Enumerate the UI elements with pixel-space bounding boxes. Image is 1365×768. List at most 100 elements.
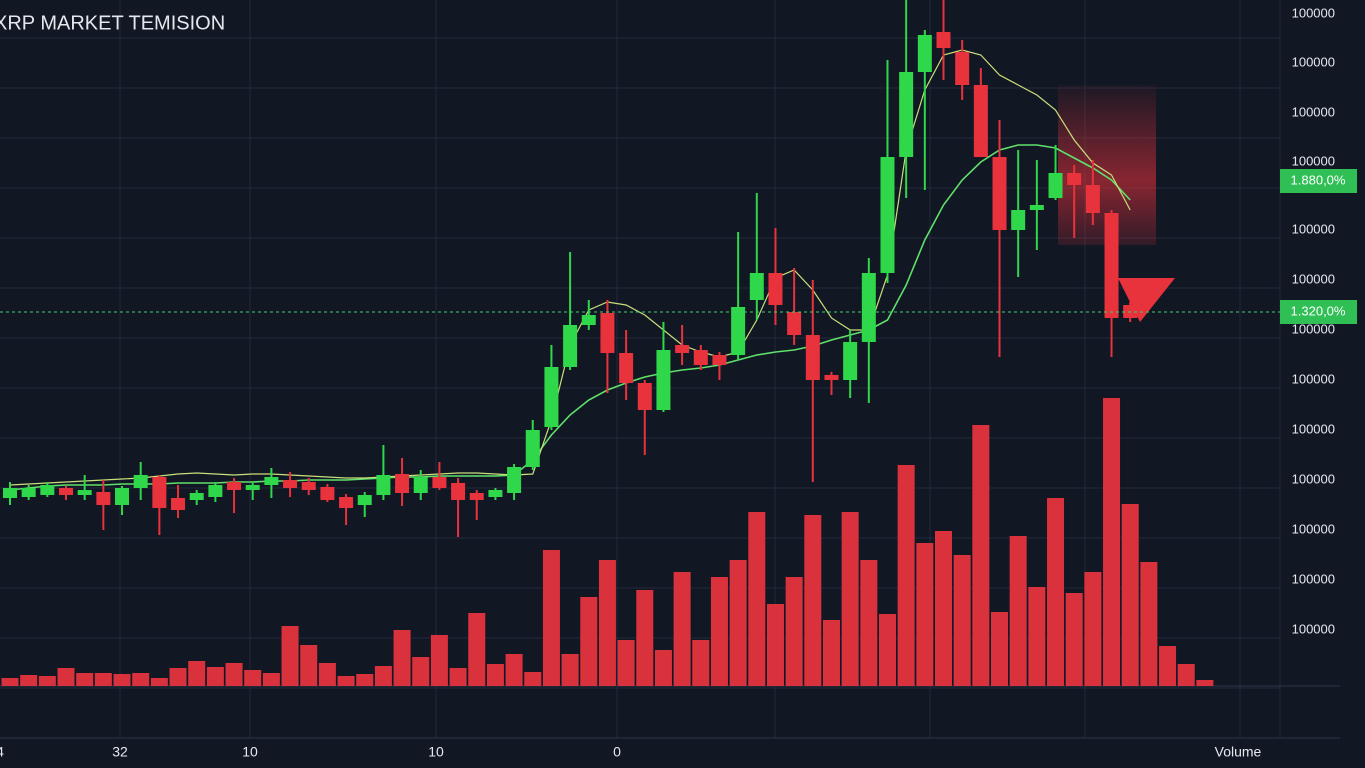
- chart-title: XRP MARKET TEMISION: [0, 12, 225, 34]
- volume-bar: [412, 657, 430, 686]
- candle-body: [96, 492, 111, 505]
- volume-bar: [785, 577, 803, 686]
- candle-body: [451, 483, 466, 500]
- candle-body: [656, 350, 671, 410]
- volume-bar: [1177, 664, 1195, 686]
- candle-body: [1067, 173, 1082, 185]
- volume-bar: [318, 663, 336, 686]
- price-label: 100000: [1292, 54, 1335, 69]
- candle-body: [245, 485, 260, 490]
- candle-body: [40, 485, 55, 495]
- candle-body: [413, 477, 428, 493]
- volume-bar: [1196, 680, 1214, 686]
- volume-bar: [580, 597, 598, 686]
- candle-body: [712, 355, 727, 365]
- candle-body: [861, 273, 876, 342]
- volume-bar: [710, 577, 728, 686]
- candle-body: [189, 493, 204, 500]
- axis: 100000 100000 100000 100000 100000 100000 1000…: [0, 5, 1357, 760]
- volume-bar: [935, 531, 952, 686]
- x-label: 0: [613, 744, 621, 760]
- volume-bar: [1009, 536, 1027, 686]
- candle-body: [152, 477, 167, 508]
- volume-bar: [20, 675, 38, 686]
- candle-body: [525, 430, 540, 467]
- volume-bar: [692, 640, 710, 686]
- candle-body: [1029, 205, 1044, 210]
- volume-bar: [673, 572, 691, 686]
- candle-body: [731, 307, 746, 355]
- volume-bar: [206, 667, 224, 686]
- volume-bar: [57, 668, 75, 686]
- candle-body: [563, 325, 578, 367]
- x-label: 10: [242, 744, 258, 760]
- volume-bar: [1121, 504, 1139, 686]
- candle-body: [899, 72, 914, 157]
- candle-body: [581, 315, 596, 325]
- candle-body: [880, 157, 895, 273]
- price-label: 100000: [1292, 271, 1335, 286]
- volume-bar: [1, 678, 19, 686]
- candle-body: [469, 493, 484, 500]
- price-badge-label: 1.320,0%: [1291, 303, 1346, 318]
- x-label: 4: [0, 744, 4, 760]
- candle-body: [227, 482, 242, 490]
- candle-body: [264, 477, 279, 485]
- volume-bar: [766, 604, 784, 686]
- candle-body: [787, 312, 802, 335]
- volume-bar: [244, 670, 262, 686]
- volume-bar: [1140, 562, 1158, 686]
- volume-bar: [524, 672, 542, 686]
- volume-bar: [841, 512, 859, 686]
- plot: [1, 0, 1214, 686]
- volume-bar: [1047, 498, 1065, 686]
- candle-body: [749, 273, 764, 300]
- volume-bar: [897, 465, 915, 686]
- price-label: 100000: [1292, 153, 1335, 168]
- price-label: 100000: [1292, 621, 1335, 636]
- volume-bar: [953, 555, 971, 686]
- volume-bar: [542, 550, 560, 686]
- candle-body: [693, 350, 708, 365]
- candle-body: [171, 498, 186, 510]
- price-label: 100000: [1292, 5, 1335, 20]
- down-arrow: [1118, 278, 1175, 322]
- volume-bar: [991, 612, 1009, 686]
- volume-bar: [150, 678, 168, 686]
- candle-body: [59, 488, 74, 495]
- candle-body: [208, 485, 223, 497]
- price-badge: [1280, 300, 1357, 324]
- volume-bar: [356, 674, 374, 686]
- candle-body: [768, 273, 783, 305]
- candle-body: [973, 85, 988, 157]
- candle-body: [339, 497, 354, 508]
- candle-body: [1085, 185, 1100, 213]
- volume-bar: [598, 560, 616, 686]
- candle-body: [619, 353, 634, 383]
- candle-body: [955, 52, 970, 85]
- candle-body: [1048, 173, 1063, 198]
- volume-bar: [916, 543, 934, 686]
- moving-average: [9, 144, 1131, 491]
- candle-body: [432, 477, 447, 488]
- candle-body: [115, 488, 130, 505]
- volume-bar: [449, 668, 467, 686]
- volume-bar: [729, 560, 747, 686]
- price-label: 100000: [1292, 471, 1335, 486]
- volume-bar: [430, 635, 448, 686]
- candle-body: [3, 488, 17, 498]
- candle-body: [376, 475, 391, 495]
- candle-body: [824, 375, 839, 380]
- volume-bar: [748, 512, 766, 686]
- candle-body: [992, 157, 1007, 230]
- candle-body: [301, 482, 316, 490]
- volume-bar: [300, 645, 318, 686]
- volume-bar: [262, 673, 280, 686]
- candle-body: [1011, 210, 1026, 230]
- volume-bar: [972, 425, 990, 686]
- volume-bar: [38, 676, 56, 686]
- price-label: 100000: [1292, 221, 1335, 236]
- volume-bar: [804, 515, 822, 686]
